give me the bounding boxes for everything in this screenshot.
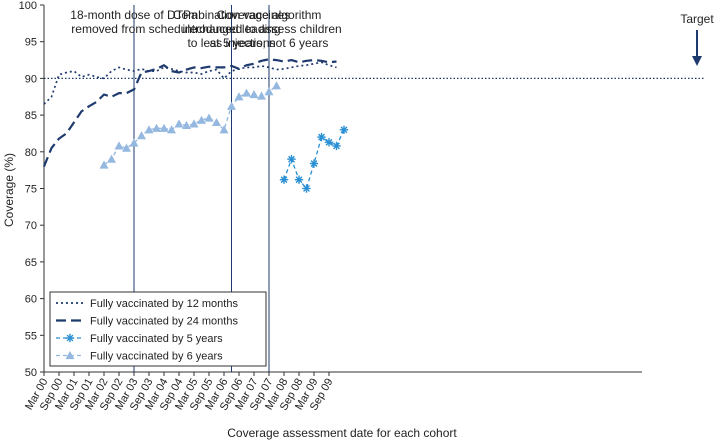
legend-label: Fully vaccinated by 6 years xyxy=(90,351,223,363)
y-tick-label: 80 xyxy=(25,147,37,159)
star-marker-stroke xyxy=(318,133,325,141)
series-0 xyxy=(43,61,337,105)
y-tick-label: 85 xyxy=(25,110,37,122)
annotation-text: to less injections xyxy=(187,36,275,50)
triangle-marker xyxy=(264,87,274,96)
target-label: Target xyxy=(680,12,714,26)
star-marker-stroke xyxy=(325,138,333,146)
triangle-marker xyxy=(249,90,259,99)
star-marker-stroke xyxy=(310,160,318,167)
triangle-marker xyxy=(272,81,281,90)
triangle-marker xyxy=(122,143,131,152)
triangle-marker xyxy=(114,141,124,150)
triangle-marker xyxy=(182,120,191,129)
series-line xyxy=(283,129,345,190)
annotation-text: Coverage algorithm xyxy=(217,8,322,22)
triangle-marker xyxy=(144,125,154,134)
triangle-marker xyxy=(219,125,229,134)
series-1 xyxy=(42,58,337,167)
legend-item: Fully vaccinated by 5 years xyxy=(56,333,223,345)
triangle-marker xyxy=(159,123,169,132)
series-group xyxy=(42,58,349,193)
legend: Fully vaccinated by 12 months Fully vacci… xyxy=(49,291,267,367)
y-tick-label: 100 xyxy=(19,0,37,12)
legend-item: Fully vaccinated by 12 months xyxy=(56,298,238,310)
triangle-marker xyxy=(99,160,109,169)
series-2 xyxy=(279,125,349,193)
x-axis-title: Coverage assessment date for each cohort xyxy=(227,426,457,440)
star-marker-stroke xyxy=(288,155,295,163)
annotation-text: changed to assess children xyxy=(196,22,341,36)
triangle-marker xyxy=(174,119,184,128)
star-marker-stroke xyxy=(333,142,340,150)
triangle-marker xyxy=(197,115,206,124)
triangle-marker xyxy=(129,138,139,147)
star-marker-stroke xyxy=(280,176,288,184)
legend-item: Fully vaccinated by 24 months xyxy=(56,316,238,328)
y-tick-label: 60 xyxy=(25,294,37,306)
triangle-marker xyxy=(212,117,221,127)
series-line xyxy=(43,61,337,105)
triangle-marker xyxy=(204,113,214,122)
annotation-text: at 5 years, not 6 years xyxy=(210,36,329,50)
y-tick-label: 75 xyxy=(25,184,37,196)
y-tick-label: 90 xyxy=(25,73,37,85)
annotation-text: 18-month dose of DTPa xyxy=(70,8,198,22)
annotation-text: Combination vaccines xyxy=(173,8,290,22)
series-line xyxy=(42,58,337,167)
star-marker-stroke xyxy=(295,176,303,184)
star-marker-stroke xyxy=(340,126,348,134)
triangle-marker xyxy=(167,125,176,134)
triangle-marker xyxy=(65,351,75,360)
y-tick-label: 70 xyxy=(25,220,37,232)
annotation-text: removed from schedule xyxy=(71,22,197,36)
triangle-marker xyxy=(242,88,251,97)
triangle-marker xyxy=(137,131,146,140)
triangle-marker xyxy=(152,123,161,132)
y-tick-label: 55 xyxy=(25,330,37,342)
y-axis-title: Coverage (%) xyxy=(2,153,16,227)
legend-label: Fully vaccinated by 5 years xyxy=(90,333,223,345)
legend-label: Fully vaccinated by 12 months xyxy=(90,298,238,310)
triangle-marker xyxy=(257,91,266,100)
triangle-marker xyxy=(234,92,244,101)
triangle-marker xyxy=(227,101,236,110)
annotation-text: introduced leading xyxy=(182,22,280,36)
legend-item: Fully vaccinated by 6 years xyxy=(56,351,223,363)
legend-box xyxy=(49,291,267,367)
y-tick-label: 95 xyxy=(25,37,37,49)
triangle-marker xyxy=(189,119,199,128)
target-arrow-head xyxy=(692,56,702,66)
y-tick-label: 50 xyxy=(25,367,37,379)
series-3 xyxy=(99,81,281,169)
y-tick-label: 65 xyxy=(25,257,37,269)
star-marker-stroke xyxy=(303,185,310,192)
triangle-marker xyxy=(107,154,116,163)
star-marker-stroke xyxy=(66,334,74,342)
legend-label: Fully vaccinated by 24 months xyxy=(90,316,238,328)
